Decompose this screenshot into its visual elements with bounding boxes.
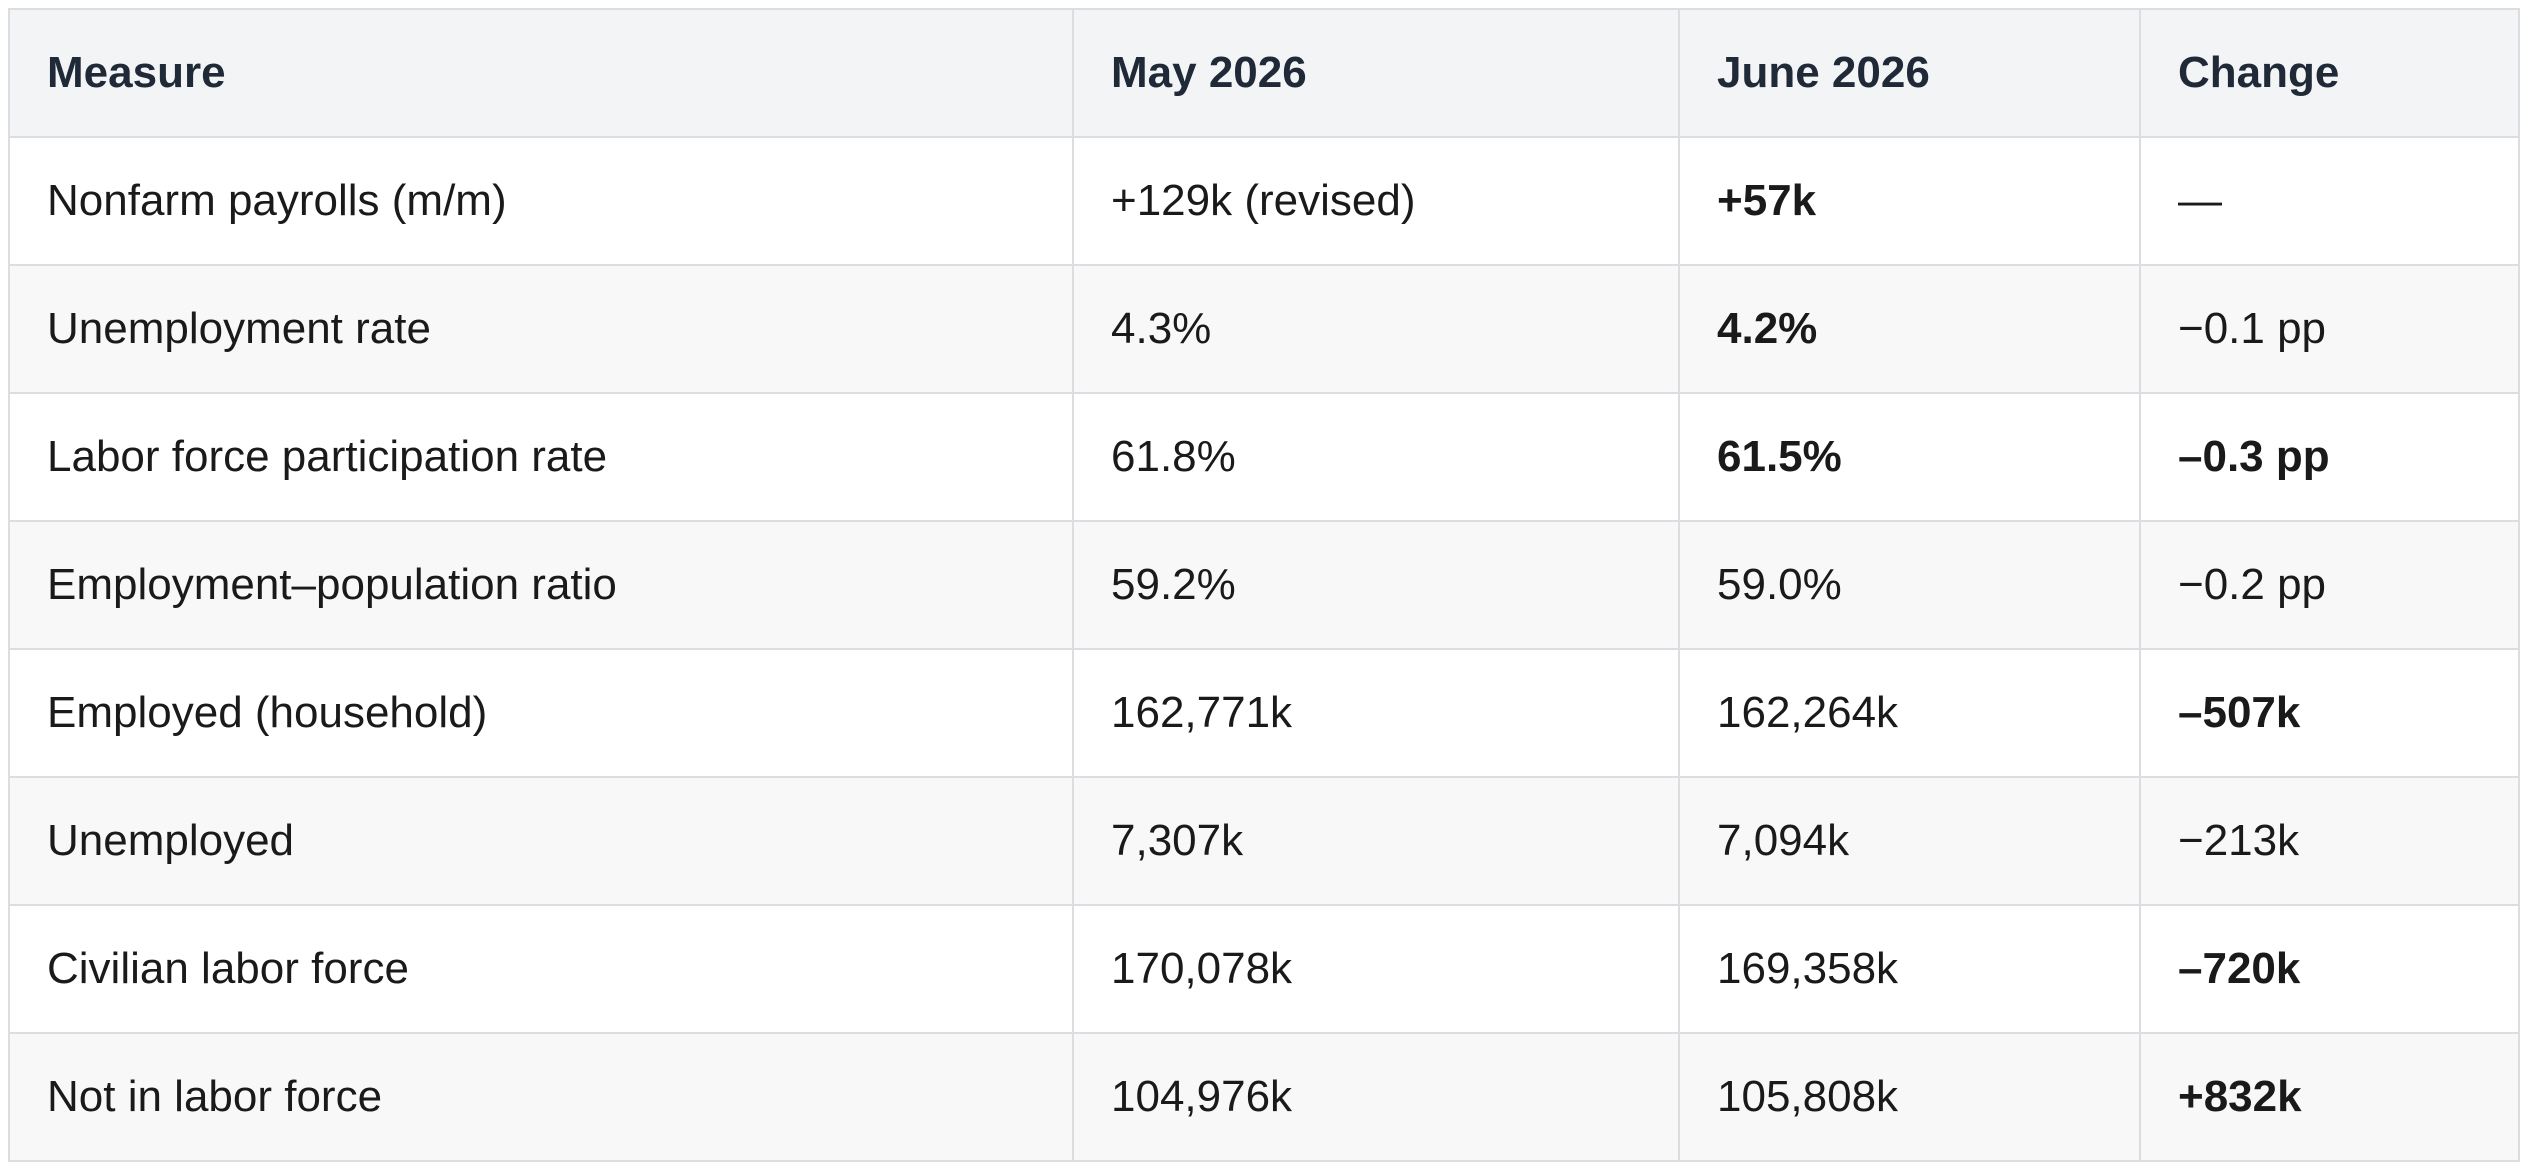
cell: — xyxy=(2139,136,2520,266)
cell: −0.1 pp xyxy=(2139,264,2520,394)
cell: 162,264k xyxy=(1678,648,2141,778)
row: Civilian labor force 170,078k 169,358k –… xyxy=(8,904,2520,1034)
row: Employment–population ratio 59.2% 59.0% … xyxy=(8,520,2520,650)
cell: Civilian labor force xyxy=(8,904,1074,1034)
cell: 4.2% xyxy=(1678,264,2141,394)
header-cell: May 2026 xyxy=(1072,8,1680,138)
cell: 7,094k xyxy=(1678,776,2141,906)
cell: –507k xyxy=(2139,648,2520,778)
cell: 162,771k xyxy=(1072,648,1680,778)
cell: –720k xyxy=(2139,904,2520,1034)
row: Labor force participation rate 61.8% 61.… xyxy=(8,392,2520,522)
cell: +832k xyxy=(2139,1032,2520,1162)
cell: 61.8% xyxy=(1072,392,1680,522)
row: Not in labor force 104,976k 105,808k +83… xyxy=(8,1032,2520,1162)
cell: +57k xyxy=(1678,136,2141,266)
row: Unemployment rate 4.3% 4.2% −0.1 pp xyxy=(8,264,2520,394)
cell: 59.0% xyxy=(1678,520,2141,650)
cell: 170,078k xyxy=(1072,904,1680,1034)
cell: Labor force participation rate xyxy=(8,392,1074,522)
cell: +129k (revised) xyxy=(1072,136,1680,266)
header-cell: Change xyxy=(2139,8,2520,138)
header-row: Measure May 2026 June 2026 Change xyxy=(8,8,2520,138)
cell: Nonfarm payrolls (m/m) xyxy=(8,136,1074,266)
cell: Unemployment rate xyxy=(8,264,1074,394)
cell: Not in labor force xyxy=(8,1032,1074,1162)
cell: 105,808k xyxy=(1678,1032,2141,1162)
cell: 59.2% xyxy=(1072,520,1680,650)
cell: 7,307k xyxy=(1072,776,1680,906)
cell: 104,976k xyxy=(1072,1032,1680,1162)
header-cell: June 2026 xyxy=(1678,8,2141,138)
cell: Unemployed xyxy=(8,776,1074,906)
cell: −213k xyxy=(2139,776,2520,906)
cell: −0.2 pp xyxy=(2139,520,2520,650)
cell: 4.3% xyxy=(1072,264,1680,394)
row: Employed (household) 162,771k 162,264k –… xyxy=(8,648,2520,778)
cell: Employment–population ratio xyxy=(8,520,1074,650)
cell: –0.3 pp xyxy=(2139,392,2520,522)
header-cell: Measure xyxy=(8,8,1074,138)
cell: 61.5% xyxy=(1678,392,2141,522)
row: Unemployed 7,307k 7,094k −213k xyxy=(8,776,2520,906)
row: Nonfarm payrolls (m/m) +129k (revised) +… xyxy=(8,136,2520,266)
cell: 169,358k xyxy=(1678,904,2141,1034)
cell: Employed (household) xyxy=(8,648,1074,778)
data-table: Measure May 2026 June 2026 Change Nonfar… xyxy=(8,8,2520,1162)
